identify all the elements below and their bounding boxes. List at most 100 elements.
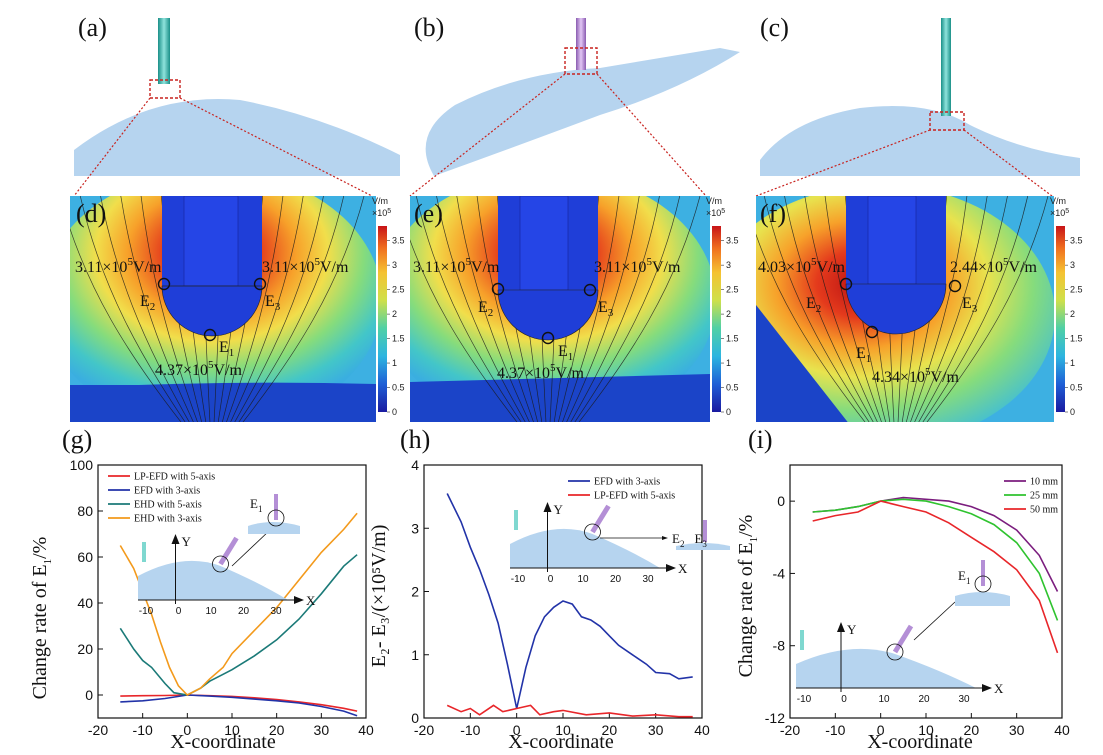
x-tick-label: -20 (88, 722, 108, 738)
field-line (410, 239, 518, 422)
colorbar-tick: 1 (726, 358, 731, 368)
y-tick-label: 1 (411, 647, 419, 663)
field-line (578, 196, 701, 422)
colorbar-tick: 2 (1070, 309, 1075, 319)
inset-e2-e3-label: E2 E3 (672, 531, 707, 549)
x-tick-label: 20 (602, 722, 618, 738)
x-tick-label: 10 (918, 722, 934, 738)
zoom-box-b (564, 47, 598, 75)
x-tick-label: 30 (648, 722, 664, 738)
field-line (824, 196, 882, 422)
field-line (914, 196, 988, 422)
x-tick-label: -10 (460, 722, 480, 738)
inset-tick: 30 (270, 606, 282, 617)
field-line (234, 196, 324, 422)
y-tick-label: 40 (77, 595, 93, 611)
colorbar-e (712, 226, 721, 412)
panel-d (70, 196, 376, 422)
panel-label-i: (i) (748, 425, 773, 454)
x-tick-label: 0 (513, 722, 521, 738)
legend-label: EFD with 3-axis (594, 477, 660, 488)
inset-y-axis: Y (182, 534, 192, 549)
x-tick-label: 30 (1009, 722, 1025, 738)
field-line (230, 196, 304, 422)
colorbar-tick: 3 (1070, 260, 1075, 270)
svg-text:E1: E1 (219, 339, 234, 359)
field-line (120, 196, 194, 422)
field-f-bottom: 4.34×10 (872, 369, 925, 386)
inset-e1-label: E1 (250, 496, 262, 514)
field-e-left: 3.11×10 (413, 259, 465, 276)
field-line (140, 196, 198, 422)
svg-text:E1: E1 (856, 345, 871, 365)
legend-label: LP-EFD with 5-axis (594, 491, 675, 502)
colorbar-scale: ×105 (1050, 208, 1069, 218)
series-line (812, 496, 1059, 592)
panel-label-h: (h) (400, 425, 430, 454)
inset-tick: 30 (958, 694, 970, 705)
svg-text:E3: E3 (265, 293, 281, 313)
panel-f (756, 196, 1054, 422)
x-tick-label: 0 (183, 722, 191, 738)
y-tick-label: 0 (85, 687, 93, 703)
field-line (918, 196, 1008, 422)
field-line (456, 196, 530, 422)
inset-tick: 20 (918, 694, 930, 705)
zoom-box-c (929, 111, 965, 131)
inset-tick: 30 (642, 574, 654, 585)
panel-i: (i) -20 -10 0 10 20 30 40 0 -4 -8 -12 10 mm 25 mm 50 … (735, 425, 1070, 753)
panel-b: (b) (409, 13, 740, 197)
colorbar-tick: 0 (392, 407, 397, 417)
svg-text:3.11×105V/m: 3.11×105V/m (75, 256, 162, 276)
panel-label-e: (e) (414, 199, 443, 228)
colorbar-unit: V/m (372, 196, 388, 206)
xlabel-i: X-coordinate (867, 731, 973, 753)
x-tick-label: 40 (358, 722, 374, 738)
inset-tick: 0 (841, 694, 847, 705)
panel-e (410, 196, 710, 422)
field-e-bottom: 4.37×10 (497, 365, 550, 382)
x-tick-label: -10 (133, 722, 153, 738)
inset-substrate (796, 648, 976, 688)
colorbar-unit: V/m (1050, 196, 1066, 206)
y-tick-label: 0 (411, 710, 419, 726)
nozzle-a (158, 18, 170, 84)
field-line (574, 196, 681, 422)
colorbar-tick: 3.5 (726, 236, 739, 246)
colorbar-tick: 2.5 (392, 285, 405, 295)
field-line (763, 196, 870, 422)
y-tick-label: -12 (765, 710, 785, 726)
svg-text:E3: E3 (962, 295, 978, 315)
colorbar-f (1056, 226, 1065, 412)
svg-text:4.37×105V/m: 4.37×105V/m (497, 362, 585, 382)
x-tick-label: 20 (964, 722, 980, 738)
colorbar-tick: 0 (1070, 407, 1075, 417)
field-line (922, 196, 1029, 422)
field-f-left: 4.03×10 (758, 259, 811, 276)
colorbar-unit: V/m (706, 196, 722, 206)
field-line (570, 196, 660, 422)
field-line (415, 196, 522, 422)
colorbar-tick: 0 (726, 407, 731, 417)
inset-tick: -10 (511, 574, 526, 585)
legend-label: EHD with 3-axis (134, 514, 202, 525)
field-line (804, 196, 878, 422)
plot-frame (423, 464, 703, 719)
svg-text:E2: E2 (478, 299, 493, 319)
field-line (242, 196, 365, 422)
field-line (910, 196, 968, 422)
colorbar-tick: 3 (392, 260, 397, 270)
inset-tick: 0 (176, 606, 182, 617)
y-tick-label: -8 (773, 638, 786, 654)
svg-text:E3: E3 (598, 299, 614, 319)
x-tick-label: 40 (694, 722, 710, 738)
svg-text:E2: E2 (140, 293, 155, 313)
colorbar-tick: 2 (392, 309, 397, 319)
inset-tick: 0 (548, 574, 554, 585)
field-line (70, 227, 182, 422)
colorbar-tick: 2.5 (726, 285, 739, 295)
panel-label-f: (f) (760, 199, 786, 228)
field-line (566, 196, 640, 422)
